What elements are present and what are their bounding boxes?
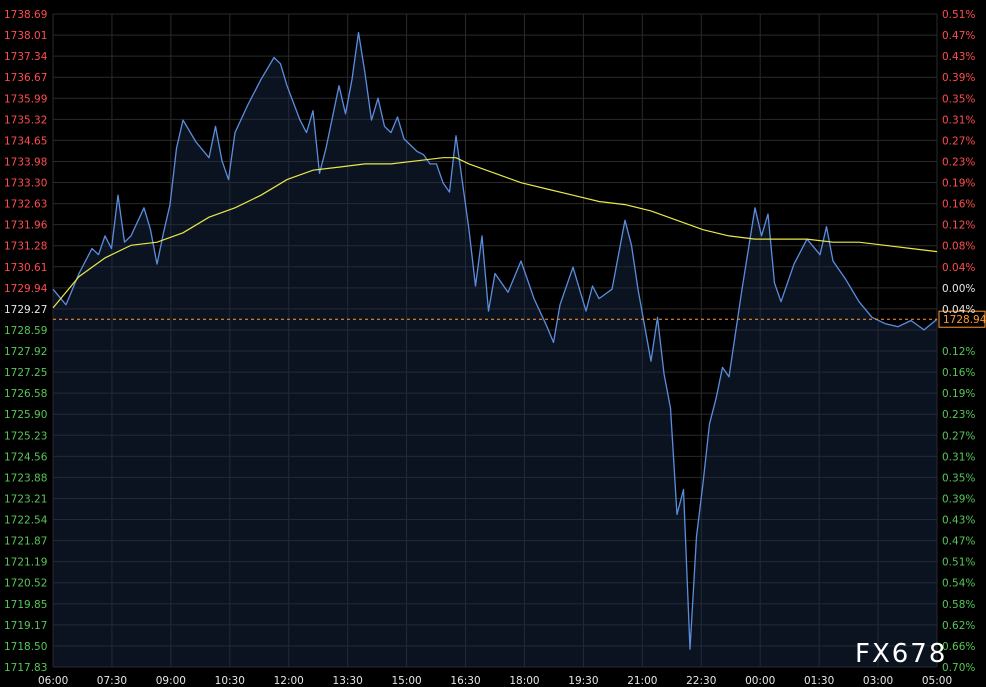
y-tick-label-right: 0.51% <box>942 557 975 569</box>
y-tick-label-right: 0.16% <box>942 199 975 211</box>
y-tick-label-left: 1738.69 <box>4 9 47 21</box>
x-tick-label: 00:00 <box>745 675 775 687</box>
y-tick-label-left: 1726.58 <box>4 388 47 400</box>
y-tick-label-right: 0.35% <box>942 472 975 484</box>
y-tick-label-left: 1725.23 <box>4 430 47 442</box>
y-tick-label-right: 0.12% <box>942 220 975 232</box>
y-tick-label-left: 1719.85 <box>4 599 47 611</box>
y-tick-label-right: 0.51% <box>942 9 975 21</box>
moving-average-line <box>52 157 938 309</box>
y-tick-label-left: 1718.50 <box>4 641 47 653</box>
y-tick-label-right: 0.39% <box>942 493 975 505</box>
y-tick-label-left: 1728.59 <box>4 325 47 337</box>
last-price-tag: 1728.94 <box>938 310 986 328</box>
x-tick-label: 13:30 <box>333 675 363 687</box>
y-tick-label-left: 1721.19 <box>4 557 47 569</box>
y-tick-label-left: 1721.87 <box>4 536 47 548</box>
y-tick-label-right: 0.19% <box>942 388 975 400</box>
y-tick-label-left: 1723.88 <box>4 472 47 484</box>
y-tick-label-right: 0.00% <box>942 283 975 295</box>
y-tick-label-left: 1734.65 <box>4 135 47 147</box>
y-tick-label-left: 1731.28 <box>4 241 47 253</box>
y-tick-label-left: 1723.21 <box>4 493 47 505</box>
y-tick-label-left: 1720.52 <box>4 578 47 590</box>
y-tick-label-left: 1732.63 <box>4 199 47 211</box>
y-tick-label-left: 1717.83 <box>4 662 47 674</box>
y-tick-label-right: 0.16% <box>942 367 975 379</box>
price-area <box>53 32 937 667</box>
y-tick-label-right: 0.31% <box>942 451 975 463</box>
y-tick-label-left: 1733.30 <box>4 178 47 190</box>
x-tick-label: 07:30 <box>97 675 127 687</box>
y-tick-label-left: 1730.61 <box>4 262 47 274</box>
y-tick-label-left: 1729.27 <box>4 304 47 316</box>
x-tick-label: 10:30 <box>215 675 245 687</box>
y-tick-label-right: 0.58% <box>942 599 975 611</box>
y-tick-label-right: 0.31% <box>942 114 975 126</box>
price-line <box>52 31 938 650</box>
y-tick-label-left: 1727.25 <box>4 367 47 379</box>
x-tick-label: 09:00 <box>156 675 186 687</box>
x-tick-label: 06:00 <box>38 675 68 687</box>
y-tick-label-right: 0.04% <box>942 262 975 274</box>
y-tick-label-right: 0.04% <box>942 304 975 316</box>
y-tick-label-left: 1731.96 <box>4 220 48 232</box>
y-tick-label-left: 1727.92 <box>4 346 47 358</box>
series-layer <box>52 31 938 650</box>
y-tick-label-right: 0.27% <box>942 430 975 442</box>
y-tick-label-left: 1738.01 <box>4 30 47 42</box>
y-tick-label-right: 0.66% <box>942 641 975 653</box>
last-price-marker: 1728.94 <box>53 310 986 328</box>
y-tick-label-left: 1735.32 <box>4 114 47 126</box>
y-tick-label-right: 0.47% <box>942 30 975 42</box>
y-tick-label-left: 1722.54 <box>4 515 48 527</box>
x-tick-label: 21:00 <box>627 675 657 687</box>
x-axis: 06:00 07:30 09:00 10:30 12:00 13:30 15:00 16:30… <box>38 675 952 687</box>
x-tick-label: 12:00 <box>274 675 304 687</box>
y-tick-label-left: 1736.67 <box>4 72 47 84</box>
y-tick-label-right: 0.43% <box>942 515 975 527</box>
y-tick-label-right: 0.39% <box>942 72 975 84</box>
last-price-tag-box <box>938 310 986 328</box>
watermark: FX678 <box>855 639 947 669</box>
y-tick-label-left: 1724.56 <box>4 451 48 463</box>
y-tick-label-right: 0.12% <box>942 346 975 358</box>
x-tick-label: 22:30 <box>686 675 716 687</box>
y-tick-label-right: 0.54% <box>942 578 975 590</box>
y-axis-right: 0.51% 0.47% 0.43% 0.39% 0.35% 0.31% 0.27% 0.23%… <box>942 9 975 674</box>
x-tick-label: 15:00 <box>391 675 421 687</box>
last-price-label: 1728.94 <box>943 314 986 326</box>
y-tick-label-right: 0.19% <box>942 178 975 190</box>
x-tick-label: 16:30 <box>450 675 480 687</box>
x-tick-label: 05:00 <box>922 675 952 687</box>
y-tick-label-left: 1725.90 <box>4 409 47 421</box>
y-tick-label-right: 0.08% <box>942 241 975 253</box>
y-tick-label-right: 0.23% <box>942 409 975 421</box>
y-tick-label-left: 1729.94 <box>4 283 48 295</box>
y-tick-label-right: 0.43% <box>942 51 975 63</box>
price-area-fill <box>53 32 937 667</box>
grid <box>52 13 938 668</box>
x-tick-label: 01:30 <box>804 675 834 687</box>
y-tick-label-right: 0.47% <box>942 536 975 548</box>
y-tick-label-left: 1737.34 <box>4 51 48 63</box>
y-tick-label-right: 0.62% <box>942 620 975 632</box>
y-tick-label-right: 0.27% <box>942 135 975 147</box>
y-axis-left: 1738.69 1738.01 1737.34 1736.67 1735.99 1735.… <box>4 9 48 674</box>
y-tick-label-left: 1733.98 <box>4 156 47 168</box>
y-tick-label-right: 0.35% <box>942 93 975 105</box>
y-tick-label-left: 1735.99 <box>4 93 47 105</box>
x-tick-label: 18:00 <box>509 675 539 687</box>
y-tick-label-left: 1719.17 <box>4 620 47 632</box>
x-tick-label: 19:30 <box>568 675 598 687</box>
x-tick-label: 03:00 <box>863 675 893 687</box>
y-tick-label-right: 0.23% <box>942 156 975 168</box>
y-tick-label-right: 0.70% <box>942 662 975 674</box>
